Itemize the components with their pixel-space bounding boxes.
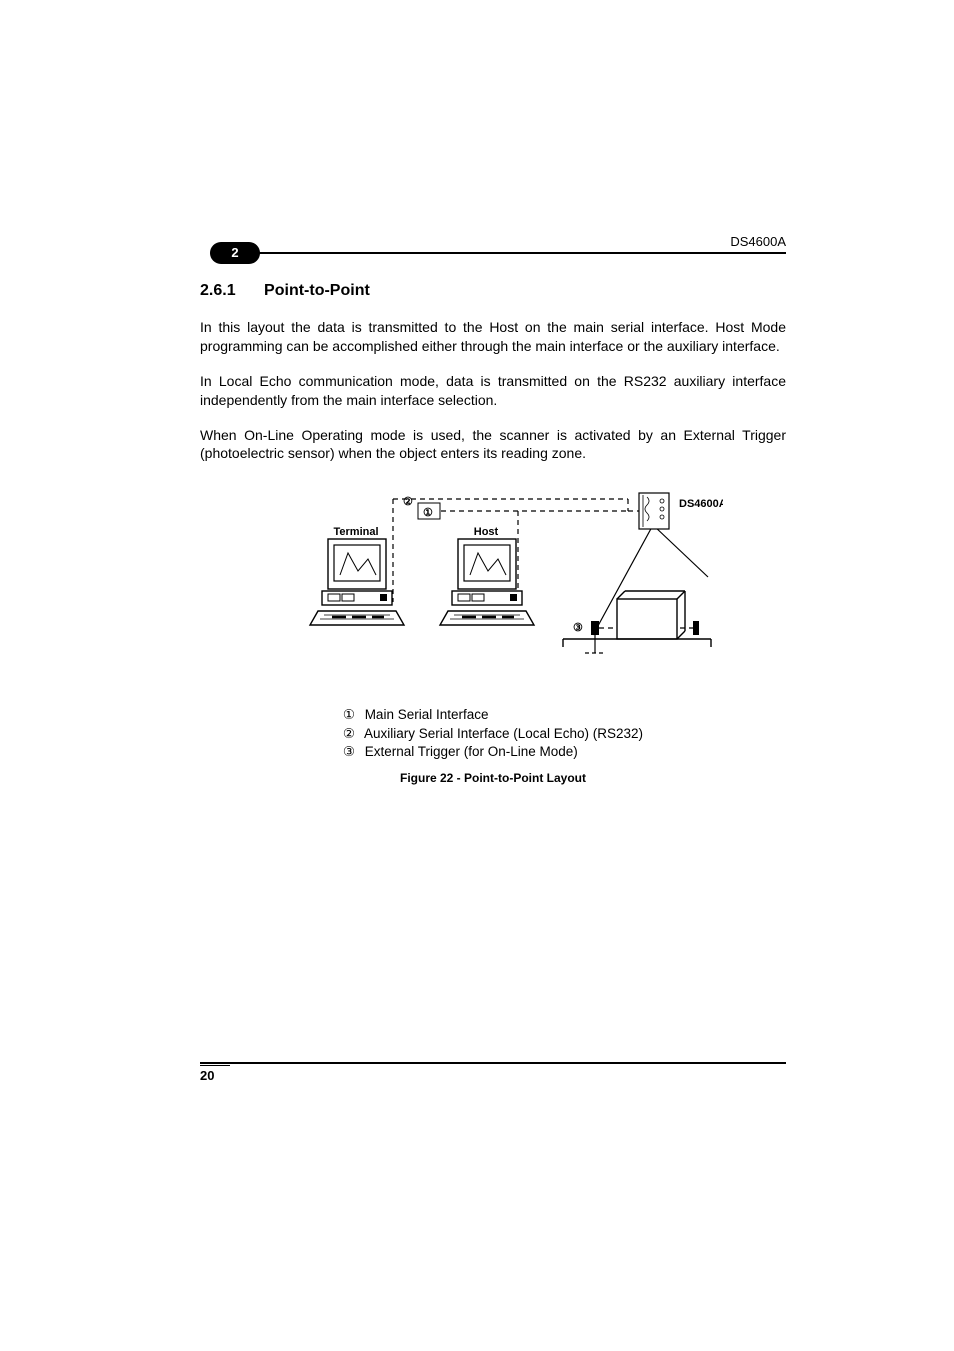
marker-main: ① — [423, 507, 433, 519]
paragraph: In this layout the data is transmitted t… — [200, 318, 786, 356]
trigger-sensor-icon — [591, 621, 599, 635]
legend-text: Main Serial Interface — [365, 707, 489, 722]
legend-item: ① Main Serial Interface — [343, 706, 643, 724]
terminal-label: Terminal — [333, 526, 378, 538]
figure-diagram: ② ① — [263, 487, 723, 692]
host-icon — [440, 539, 534, 625]
legend-symbol: ② — [343, 725, 361, 743]
page: DS4600A 2 2.6.1 Point-to-Point In this l… — [0, 0, 954, 1351]
header-rule — [248, 252, 786, 254]
footer-rule-accent — [200, 1065, 230, 1066]
box-icon — [617, 591, 685, 639]
section-title: Point-to-Point — [264, 282, 370, 299]
paragraph: When On-Line Operating mode is used, the… — [200, 426, 786, 464]
chapter-badge: 2 — [210, 242, 260, 264]
diagram-svg: ② ① — [263, 487, 723, 687]
device-label: DS4600A — [679, 498, 723, 510]
host-label: Host — [474, 526, 499, 538]
doc-id: DS4600A — [730, 234, 786, 249]
content: 2.6.1 Point-to-Point In this layout the … — [200, 282, 786, 785]
legend-symbol: ③ — [343, 743, 361, 761]
marker-aux: ② — [403, 496, 413, 508]
footer-rule — [200, 1062, 786, 1064]
section-heading: 2.6.1 Point-to-Point — [200, 282, 786, 300]
legend-item: ② Auxiliary Serial Interface (Local Echo… — [343, 725, 643, 743]
device-icon — [639, 493, 669, 529]
terminal-icon — [310, 539, 404, 625]
legend-text: Auxiliary Serial Interface (Local Echo) … — [364, 726, 643, 741]
page-footer: 20 — [200, 1062, 786, 1083]
page-number: 20 — [200, 1068, 786, 1083]
paragraph: In Local Echo communication mode, data i… — [200, 372, 786, 410]
figure-container: ② ① — [200, 487, 786, 785]
legend-text: External Trigger (for On-Line Mode) — [365, 744, 578, 759]
figure-caption: Figure 22 - Point-to-Point Layout — [200, 771, 786, 785]
section-number: 2.6.1 — [200, 282, 236, 299]
marker-trigger: ③ — [573, 622, 583, 634]
legend-symbol: ① — [343, 706, 361, 724]
legend-item: ③ External Trigger (for On-Line Mode) — [343, 743, 643, 761]
legend: ① Main Serial Interface ② Auxiliary Seri… — [200, 692, 786, 761]
